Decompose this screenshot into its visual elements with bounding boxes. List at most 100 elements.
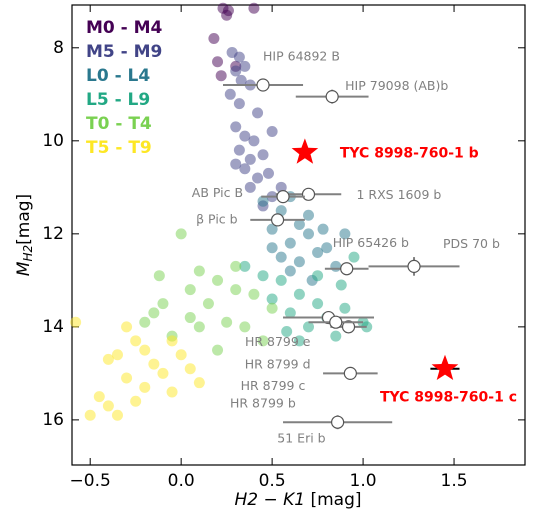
plot-frame (71, 4, 526, 466)
data-point (193, 377, 205, 389)
y-tick-label: 14 (42, 317, 64, 337)
legend-entry: L0 - L4 (86, 66, 150, 86)
data-point (70, 316, 82, 328)
x-tick-label: −0.5 (70, 471, 111, 491)
data-point (257, 335, 269, 347)
companion-point (331, 415, 345, 429)
companion-label: 51 Eri b (277, 431, 325, 446)
target-label: TYC 8998-760-1 b (340, 145, 479, 161)
data-point (208, 32, 220, 44)
data-point (93, 391, 105, 403)
data-point (321, 242, 333, 254)
target-label: TYC 8998-760-1 c (380, 390, 517, 406)
companion-point (340, 262, 354, 276)
data-point (148, 358, 160, 370)
data-point (175, 228, 187, 240)
y-label-symbol: M (14, 261, 34, 276)
data-point (175, 349, 187, 361)
x-tick-label: 1.5 (441, 471, 468, 491)
data-point (257, 270, 269, 282)
data-point (252, 172, 264, 184)
data-point (166, 386, 178, 398)
data-point (130, 335, 142, 347)
data-point (244, 181, 256, 193)
data-point (330, 330, 342, 342)
data-point (221, 316, 233, 328)
data-point (139, 316, 151, 328)
data-point (262, 167, 274, 179)
companion-label: HIP 79098 (AB)b (345, 78, 448, 93)
data-point (275, 205, 287, 217)
companion-point (270, 213, 285, 227)
data-point (239, 260, 251, 272)
data-point (239, 60, 251, 72)
data-point (193, 321, 205, 333)
data-point (252, 107, 264, 119)
data-point (275, 274, 287, 286)
data-point (312, 246, 324, 258)
data-point (111, 349, 123, 361)
companion-label: HR 8799 b (230, 396, 296, 411)
companion-point (256, 78, 270, 92)
companion-label: HIP 65426 b (333, 235, 409, 250)
data-point (275, 181, 287, 193)
data-point (233, 144, 245, 156)
data-point (184, 363, 196, 375)
data-point (212, 56, 224, 68)
data-point (102, 400, 114, 412)
companion-point (276, 190, 290, 204)
data-point (284, 307, 296, 319)
legend-entry: T0 - T4 (86, 114, 152, 134)
x-tick-label: 1.0 (350, 471, 377, 491)
data-point (266, 293, 278, 305)
data-point (139, 344, 151, 356)
x-tick-label: 0.5 (259, 471, 286, 491)
x-label-unit: [mag] (310, 490, 361, 510)
data-point (157, 367, 169, 379)
target-star (291, 138, 319, 164)
data-point (293, 219, 305, 231)
companion-point (407, 259, 421, 273)
data-point (230, 158, 242, 170)
y-axis-label: MH2[mag] (14, 194, 35, 276)
data-point (248, 288, 260, 300)
data-point (221, 9, 233, 21)
companion-label: 1 RXS 1609 b (357, 187, 442, 202)
data-point (130, 395, 142, 407)
companion-label: HR 8799 e (245, 334, 311, 349)
data-point (317, 223, 329, 235)
y-tick-label: 16 (42, 410, 64, 430)
data-point (303, 228, 315, 240)
legend-entry: L5 - L9 (86, 90, 150, 110)
data-point (153, 270, 165, 282)
data-point (239, 321, 251, 333)
data-point (303, 209, 315, 221)
companion-point (325, 90, 339, 104)
data-point (293, 256, 305, 268)
data-point (348, 251, 360, 263)
data-point (312, 270, 324, 282)
data-point (215, 70, 227, 82)
companion-label: HR 8799 c (241, 378, 306, 393)
data-point (266, 126, 278, 138)
data-point (230, 284, 242, 296)
data-point (239, 130, 251, 142)
companion-point (343, 366, 357, 380)
data-point (284, 237, 296, 249)
data-point (257, 195, 269, 207)
data-point (202, 298, 214, 310)
data-point (184, 312, 196, 324)
data-point (235, 74, 247, 86)
data-point (121, 372, 133, 384)
target-star (431, 354, 459, 380)
data-point (233, 98, 245, 110)
data-point (244, 153, 256, 165)
data-point (230, 260, 242, 272)
data-point (102, 353, 114, 365)
data-point (139, 381, 151, 393)
data-point (266, 242, 278, 254)
data-point (293, 335, 305, 347)
data-point (266, 223, 278, 235)
companion-label: HR 8799 d (245, 356, 311, 371)
companion-label: AB Pic B (192, 185, 243, 200)
